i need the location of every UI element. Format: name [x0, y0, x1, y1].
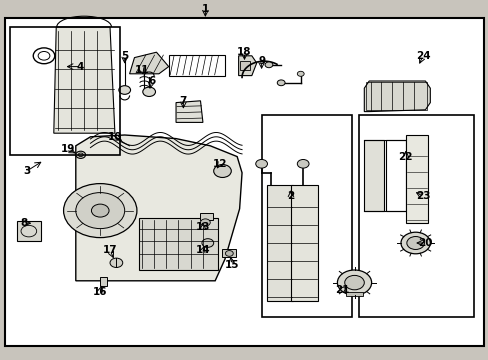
Circle shape [406, 237, 424, 249]
Text: 8: 8 [21, 218, 28, 228]
Bar [359, 115, 473, 317]
Circle shape [255, 159, 267, 168]
Circle shape [225, 251, 233, 256]
Polygon shape [54, 27, 115, 133]
Polygon shape [238, 56, 256, 76]
Circle shape [142, 87, 155, 96]
Text: 10: 10 [107, 132, 122, 142]
Text: 24: 24 [415, 51, 429, 61]
Text: 12: 12 [212, 159, 227, 169]
Circle shape [264, 62, 272, 68]
Text: 14: 14 [195, 245, 210, 255]
Text: 15: 15 [224, 260, 239, 270]
Text: 6: 6 [148, 76, 155, 86]
Text: 2: 2 [287, 191, 294, 201]
Text: 7: 7 [179, 96, 187, 106]
Bar [100, 277, 106, 286]
Bar [365, 82, 426, 110]
Bar [168, 55, 224, 76]
Circle shape [202, 239, 213, 247]
Polygon shape [76, 135, 242, 281]
Circle shape [344, 275, 364, 290]
Circle shape [76, 193, 124, 229]
Bar [222, 249, 236, 257]
Circle shape [119, 86, 130, 94]
Bar [200, 213, 212, 220]
Text: 4: 4 [77, 62, 84, 72]
Text: 5: 5 [121, 51, 128, 61]
Circle shape [200, 219, 210, 226]
Text: 23: 23 [415, 191, 429, 201]
Text: 19: 19 [61, 144, 76, 154]
Text: 17: 17 [102, 245, 117, 255]
Text: 16: 16 [93, 287, 107, 297]
Bar [290, 185, 317, 301]
Bar [261, 115, 351, 317]
Text: 1: 1 [202, 4, 208, 14]
Text: 18: 18 [237, 47, 251, 57]
Circle shape [76, 151, 85, 158]
Circle shape [337, 270, 371, 295]
Text: 13: 13 [195, 222, 210, 232]
Circle shape [297, 71, 304, 76]
Circle shape [63, 184, 137, 238]
Bar [386, 140, 405, 211]
Bar [10, 27, 120, 155]
Polygon shape [176, 101, 203, 122]
Circle shape [277, 80, 285, 86]
Circle shape [297, 159, 308, 168]
Bar [364, 140, 383, 211]
Text: 20: 20 [417, 238, 432, 248]
Polygon shape [129, 52, 168, 74]
Bar [139, 218, 217, 270]
Bar [239, 61, 250, 70]
Circle shape [213, 165, 231, 177]
Text: 11: 11 [134, 65, 149, 75]
Bar [405, 135, 427, 223]
Circle shape [91, 204, 109, 217]
Text: 3: 3 [23, 166, 30, 176]
Text: 22: 22 [398, 152, 412, 162]
Text: 9: 9 [258, 56, 264, 66]
Bar [346, 292, 362, 296]
Bar [266, 185, 293, 301]
Circle shape [110, 258, 122, 267]
Bar [17, 221, 41, 241]
Circle shape [400, 232, 429, 254]
Polygon shape [364, 81, 429, 112]
Text: 21: 21 [334, 285, 349, 295]
